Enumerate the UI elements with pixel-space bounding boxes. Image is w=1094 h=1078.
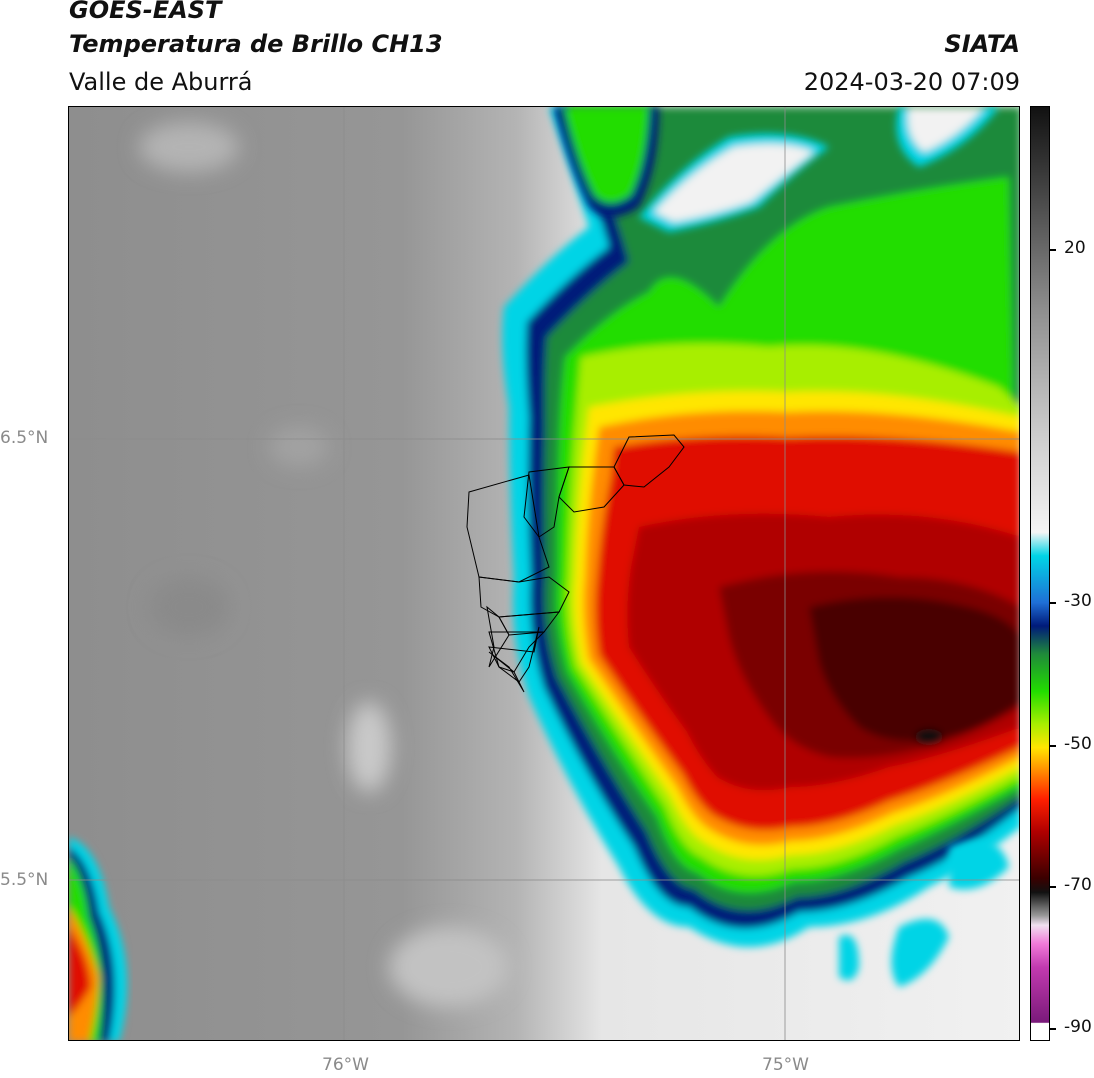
colorbar — [1030, 106, 1050, 1041]
boundary-copacabana — [523, 466, 570, 538]
colorbar-tick-minus50 — [1050, 745, 1056, 747]
gray-texture — [139, 122, 509, 1007]
colorbar-label-minus90: -90 — [1064, 1017, 1092, 1037]
boundary-itagui — [486, 605, 510, 668]
colorbar-label-20: 20 — [1064, 238, 1086, 258]
lat-label-5.5N: 5.5°N — [0, 870, 49, 890]
northern-cell — [554, 107, 659, 217]
boundary-sabaneta — [488, 631, 546, 673]
lon-label-76W: 76°W — [322, 1055, 369, 1075]
colorbar-tick-minus90 — [1050, 1028, 1056, 1030]
colorbar-label-minus50: -50 — [1064, 734, 1092, 754]
convective-cloud-system — [502, 107, 1019, 947]
boundary-caldas — [488, 626, 540, 683]
boundary-medellin — [478, 576, 570, 618]
colorbar-tick-minus70 — [1050, 886, 1056, 888]
colorbar-label-minus70: -70 — [1064, 875, 1092, 895]
clear-gap — [639, 107, 999, 232]
boundary-bello — [466, 474, 550, 583]
lat-label-6.5N: 6.5°N — [0, 428, 49, 448]
map-canvas — [69, 107, 1019, 1040]
colorbar-gradient — [1031, 107, 1049, 1040]
municipal-boundaries — [466, 434, 685, 693]
colorbar-tick-minus30 — [1050, 602, 1056, 604]
lon-label-75W: 75°W — [762, 1055, 809, 1075]
region-subtitle: Valle de Aburrá — [69, 68, 253, 96]
timestamp-label: 2024-03-20 07:09 — [803, 68, 1020, 96]
scattered-cirrus — [839, 840, 1009, 987]
title-line-2: Temperatura de Brillo CH13 — [69, 30, 443, 58]
organization-label: SIATA — [944, 30, 1020, 58]
colorbar-tick-20 — [1050, 249, 1056, 251]
title-line-1: GOES-EAST — [69, 0, 222, 24]
boundary-la-estrella — [488, 651, 525, 693]
colorbar-label-minus30: -30 — [1064, 591, 1092, 611]
gridlines — [69, 107, 1019, 1040]
brightness-temperature-map — [68, 106, 1020, 1041]
southwest-cell — [69, 837, 127, 1040]
